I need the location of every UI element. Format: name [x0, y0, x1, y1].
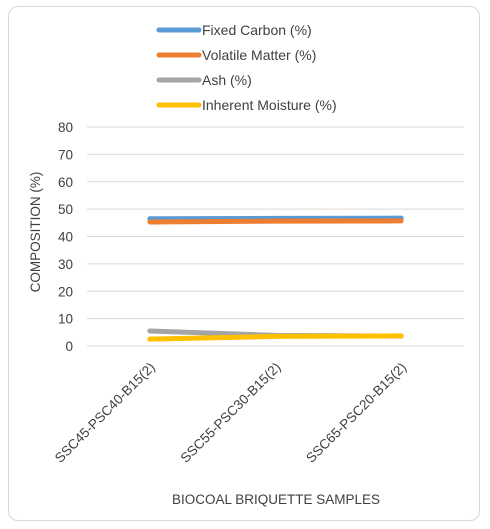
x-axis-title: BIOCOAL BRIQUETTE SAMPLES [172, 492, 380, 507]
y-tick-label-80: 80 [58, 120, 73, 135]
legend-label-2: Volatile Matter (%) [202, 47, 316, 63]
y-tick-label-10: 10 [58, 312, 73, 327]
y-axis-title: COMPOSITION (%) [28, 172, 43, 293]
y-tick-label-40: 40 [58, 230, 73, 245]
legend-label-4: Inherent Moisture (%) [202, 97, 337, 113]
y-tick-label-20: 20 [58, 284, 73, 299]
legend-label-1: Fixed Carbon (%) [202, 22, 312, 38]
series-line-4 [147, 333, 404, 342]
y-tick-label-50: 50 [58, 202, 73, 217]
grid-lines [87, 126, 464, 347]
x-tick-label-3: SSC65-PSC20-B15(2) [303, 360, 409, 466]
y-tick-label-60: 60 [58, 175, 73, 190]
x-tick-labels: SSC45-PSC40-B15(2) SSC55-PSC30-B15(2) SSC6… [52, 360, 409, 466]
y-tick-labels: 0 10 20 30 40 50 60 70 80 [58, 120, 73, 354]
legend-label-3: Ash (%) [202, 72, 252, 88]
y-tick-label-70: 70 [58, 147, 73, 162]
legend: Fixed Carbon (%) Volatile Matter (%) Ash (… [156, 22, 337, 113]
x-tick-label-1: SSC45-PSC40-B15(2) [52, 360, 158, 466]
series-line-2 [147, 218, 404, 225]
series-line-1 [147, 215, 404, 222]
x-tick-label-2: SSC55-PSC30-B15(2) [178, 360, 284, 466]
y-tick-label-30: 30 [58, 257, 73, 272]
series-lines [147, 215, 404, 342]
y-tick-label-0: 0 [65, 339, 73, 354]
